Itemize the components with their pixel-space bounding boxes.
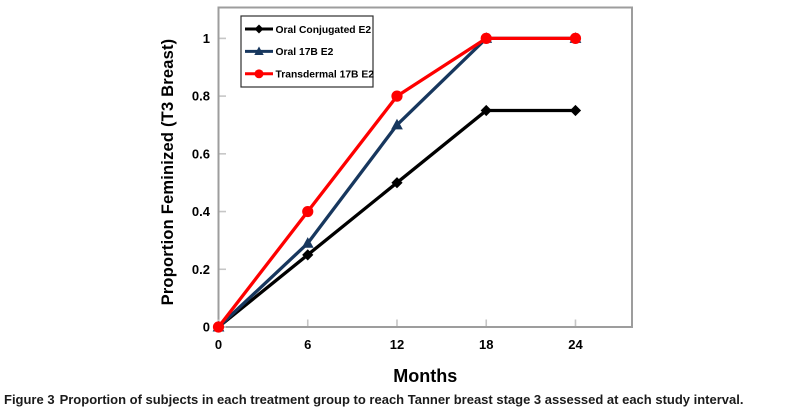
series-marker-transdermal-17b-e2 xyxy=(391,90,403,102)
series-marker-oral-conjugated-e2 xyxy=(302,249,314,261)
legend-marker-transdermal-17b-e2 xyxy=(254,69,264,79)
y-tick-label: 0 xyxy=(203,320,210,335)
series-marker-oral-conjugated-e2 xyxy=(480,104,492,117)
y-tick-label: 0.2 xyxy=(192,262,210,277)
series-marker-transdermal-17b-e2 xyxy=(569,32,582,44)
legend-marker-oral-17b-e2 xyxy=(254,46,264,55)
x-tick-label: 6 xyxy=(304,337,311,352)
legend-label-oral-conjugated-e2: Oral Conjugated E2 xyxy=(276,25,372,36)
y-tick-label: 0.8 xyxy=(192,89,210,104)
line-chart: 0 0.2 0.4 0.6 0.8 1 0 6 12 18 24 Proportion Feminiz… xyxy=(159,6,633,386)
y-tick-label: 0.4 xyxy=(192,204,211,219)
series-marker-oral-17b-e2 xyxy=(391,118,403,130)
series-marker-transdermal-17b-e2 xyxy=(212,321,225,333)
y-tick-label: 1 xyxy=(203,31,210,46)
series-marker-oral-conjugated-e2 xyxy=(391,177,403,189)
x-tick-label: 18 xyxy=(479,337,493,352)
x-axis-title: Months xyxy=(393,366,457,386)
figure-caption: Figure 3 Proportion of subjects in each t… xyxy=(4,392,792,407)
caption-text: Proportion of subjects in each treatment… xyxy=(59,392,744,407)
legend-marker-oral-conjugated-e2 xyxy=(254,24,264,34)
series-marker-transdermal-17b-e2 xyxy=(480,32,492,44)
legend-label-transdermal-17b-e2: Transdermal 17B E2 xyxy=(276,70,375,81)
y-axis-title: Proportion Feminized (T3 Breast) xyxy=(159,39,177,306)
x-tick-label: 0 xyxy=(215,337,222,352)
series-marker-oral-17b-e2 xyxy=(301,237,314,248)
x-tick-label: 24 xyxy=(568,337,583,352)
y-tick-label: 0.6 xyxy=(192,146,210,161)
legend-label-oral-17b-e2: Oral 17B E2 xyxy=(276,47,334,58)
series-marker-transdermal-17b-e2 xyxy=(302,205,314,218)
series-marker-oral-conjugated-e2 xyxy=(569,104,582,117)
x-tick-label: 12 xyxy=(390,337,404,352)
figure-number: Figure 3 xyxy=(4,392,55,407)
